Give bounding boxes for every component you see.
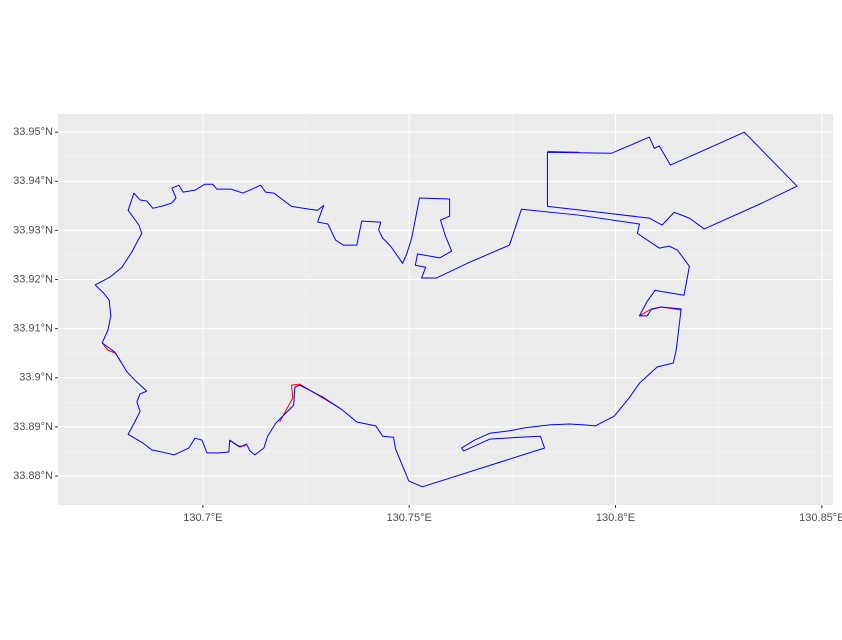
y-tick-label: 33.93°N: [13, 224, 53, 236]
x-tick-label: 130.85°E: [799, 512, 842, 524]
y-tick-label: 33.94°N: [13, 175, 53, 187]
y-tick-label: 33.92°N: [13, 273, 53, 285]
x-tick-label: 130.7°E: [183, 512, 222, 524]
y-tick-label: 33.88°N: [13, 470, 53, 482]
y-tick-label: 33.9°N: [19, 372, 53, 384]
panel: [58, 114, 833, 505]
y-tick-label: 33.95°N: [13, 126, 53, 138]
y-tick-label: 33.89°N: [13, 421, 53, 433]
y-tick-label: 33.91°N: [13, 323, 53, 335]
outline: [94, 131, 798, 488]
x-tick-label: 130.8°E: [596, 512, 635, 524]
x-tick-label: 130.75°E: [386, 512, 431, 524]
